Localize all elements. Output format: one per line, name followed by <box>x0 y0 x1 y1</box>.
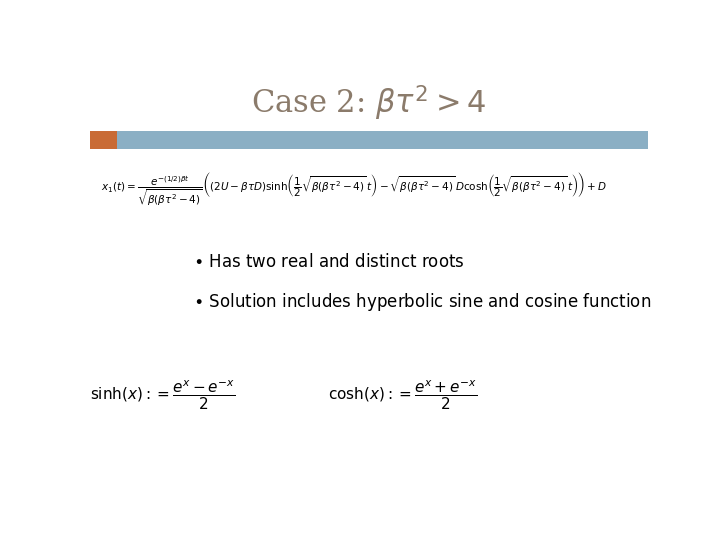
Bar <box>90 131 117 149</box>
Text: $x_1(t) = \dfrac{e^{-(1/2)\beta t}}{\sqrt{\beta(\beta\tau^2-4)}} \left( (2U - \b: $x_1(t) = \dfrac{e^{-(1/2)\beta t}}{\sqr… <box>101 171 607 208</box>
Text: $\bullet$ Solution includes hyperbolic sine and cosine function: $\bullet$ Solution includes hyperbolic s… <box>193 291 652 313</box>
Text: Case 2: $\beta\tau^2 > 4$: Case 2: $\beta\tau^2 > 4$ <box>251 84 487 123</box>
Text: $\cosh(x) := \dfrac{e^x + e^{-x}}{2}$: $\cosh(x) := \dfrac{e^x + e^{-x}}{2}$ <box>328 379 477 412</box>
Text: $\bullet$ Has two real and distinct roots: $\bullet$ Has two real and distinct root… <box>193 253 465 271</box>
Text: $\sinh(x) := \dfrac{e^x - e^{-x}}{2}$: $\sinh(x) := \dfrac{e^x - e^{-x}}{2}$ <box>90 379 235 412</box>
Bar <box>90 131 648 149</box>
